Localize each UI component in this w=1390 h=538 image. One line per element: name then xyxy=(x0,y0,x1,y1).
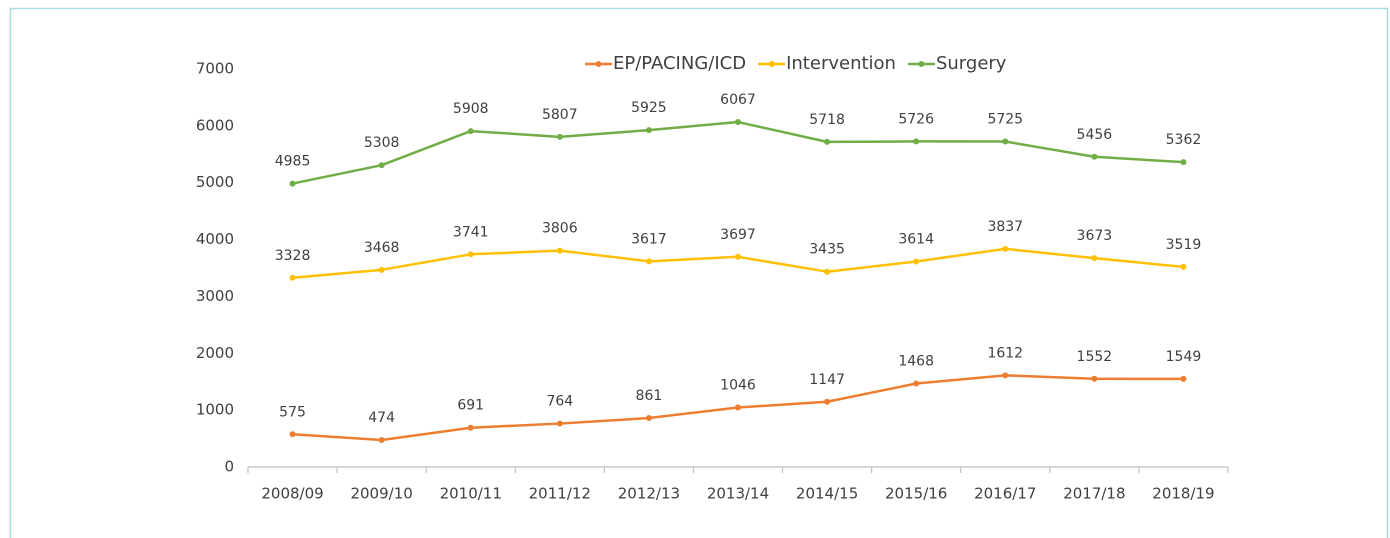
data-point xyxy=(645,415,652,422)
data-point xyxy=(913,138,920,145)
data-point xyxy=(645,127,652,134)
x-tick-label: 2014/15 xyxy=(796,485,858,503)
y-tick-label: 7000 xyxy=(196,60,234,78)
data-label: 3673 xyxy=(1077,228,1113,244)
data-point xyxy=(645,258,652,265)
data-label: 3806 xyxy=(542,221,578,237)
data-point xyxy=(824,398,831,405)
data-label: 691 xyxy=(457,398,484,414)
data-point xyxy=(735,253,741,260)
x-tick-label: 2010/11 xyxy=(440,485,502,503)
y-tick-label: 3000 xyxy=(196,287,234,305)
legend-marker xyxy=(918,61,925,67)
y-tick-label: 0 xyxy=(224,458,234,476)
data-point xyxy=(289,274,296,281)
data-label: 764 xyxy=(546,394,573,410)
data-label: 5718 xyxy=(809,112,845,128)
data-label: 3328 xyxy=(275,248,311,264)
data-label: 474 xyxy=(368,410,395,426)
data-label: 3468 xyxy=(364,240,400,256)
data-label: 5362 xyxy=(1166,132,1202,148)
legend-marker xyxy=(768,61,775,67)
data-label: 1552 xyxy=(1077,349,1113,365)
data-point xyxy=(1091,375,1098,382)
frame xyxy=(9,7,1389,538)
data-label: 5456 xyxy=(1077,127,1113,143)
data-label: 5725 xyxy=(987,111,1023,127)
data-point xyxy=(824,268,831,275)
data-point xyxy=(1180,375,1187,382)
data-label: 3697 xyxy=(720,227,756,243)
data-point xyxy=(1002,372,1009,379)
data-point xyxy=(556,247,563,254)
legend-label: EP/PACING/ICD xyxy=(613,53,746,74)
data-point xyxy=(1002,245,1009,252)
series-line xyxy=(292,120,1184,185)
data-label: 1612 xyxy=(987,345,1023,361)
data-point xyxy=(735,119,741,126)
data-label: 3435 xyxy=(809,242,845,258)
data-point xyxy=(467,251,474,258)
data-point xyxy=(378,162,385,169)
data-label: 3837 xyxy=(987,219,1023,235)
data-point xyxy=(1002,138,1009,145)
legend-label: Surgery xyxy=(936,53,1007,74)
legend: EP/PACING/ICD Intervention Surgery xyxy=(585,53,1007,74)
data-point xyxy=(1180,159,1187,166)
x-tick-label: 2018/19 xyxy=(1152,485,1214,503)
data-label: 3519 xyxy=(1166,237,1202,253)
data-point xyxy=(824,138,831,145)
data-label: 5908 xyxy=(453,101,489,117)
x-tick-label: 2015/16 xyxy=(885,485,947,503)
x-tick-label: 2009/10 xyxy=(350,485,412,503)
x-tick-label: 2017/18 xyxy=(1063,485,1125,503)
data-label: 1046 xyxy=(720,378,756,394)
x-tick-label: 2013/14 xyxy=(707,485,769,503)
data-label: 5308 xyxy=(364,135,400,151)
data-label: 6067 xyxy=(720,92,756,108)
y-tick-label: 4000 xyxy=(196,230,234,248)
data-label: 1468 xyxy=(898,354,934,370)
y-tick-label: 1000 xyxy=(196,401,234,419)
data-point xyxy=(467,424,474,431)
data-label: 861 xyxy=(636,388,663,404)
data-point xyxy=(467,128,474,135)
x-tick-label: 2012/13 xyxy=(618,485,680,503)
data-label: 5925 xyxy=(631,100,667,116)
legend-marker xyxy=(595,61,602,67)
data-point xyxy=(378,266,385,273)
data-point xyxy=(289,180,296,187)
series-line xyxy=(292,247,1184,280)
data-point xyxy=(1091,255,1098,262)
x-tick-label: 2016/17 xyxy=(974,485,1036,503)
legend-label: Intervention xyxy=(786,53,896,74)
data-label: 5807 xyxy=(542,107,578,123)
x-tick-label: 2011/12 xyxy=(529,485,591,503)
data-point xyxy=(913,380,920,387)
data-label: 3741 xyxy=(453,224,489,240)
data-point xyxy=(1091,153,1098,160)
data-point xyxy=(378,437,385,444)
data-label: 1147 xyxy=(809,372,845,388)
data-label: 4985 xyxy=(275,154,311,170)
data-point xyxy=(556,420,563,427)
data-label: 5726 xyxy=(898,111,934,127)
y-tick-label: 6000 xyxy=(196,116,234,134)
y-tick-label: 5000 xyxy=(196,173,234,191)
data-point xyxy=(913,258,920,265)
data-point xyxy=(289,431,296,438)
data-label: 3614 xyxy=(898,232,934,248)
data-point xyxy=(556,133,563,140)
data-point xyxy=(735,404,741,411)
data-label: 1549 xyxy=(1166,349,1202,365)
y-tick-label: 2000 xyxy=(196,344,234,362)
data-point xyxy=(1180,263,1187,270)
x-tick-label: 2008/09 xyxy=(261,485,323,503)
data-label: 3617 xyxy=(631,231,667,247)
data-label: 575 xyxy=(279,404,306,420)
